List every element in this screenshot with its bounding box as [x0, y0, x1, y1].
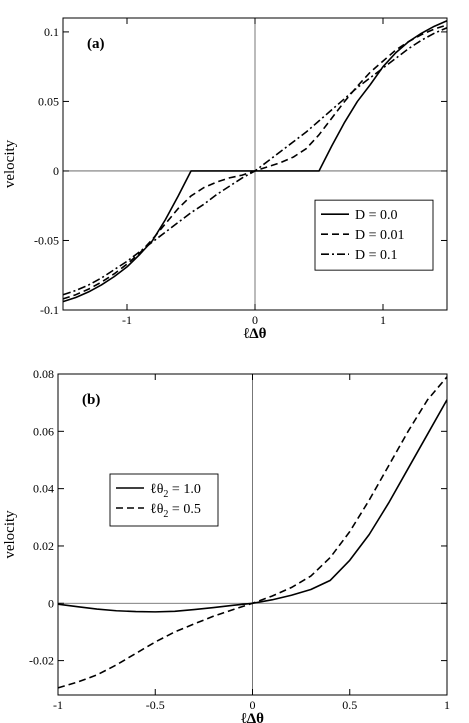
- panel-a-y-tick-label: -0.1: [40, 303, 59, 317]
- panel-b-y-tick-label: 0.06: [33, 424, 54, 438]
- panel-a-plot-area: [62, 18, 448, 310]
- panel-b-x-tick-label: 0.5: [342, 698, 357, 712]
- panel-b: -1 -0.5 0 0.5 1 -0.02 0 0.02 0.04 0.06 0.08 (b) ℓΔ…: [2, 367, 450, 723]
- panel-b-y-tick-label: -0.02: [29, 654, 54, 668]
- panel-a-x-tick-label: -1: [122, 313, 132, 327]
- panel-a-legend-label-d-0-01: D = 0.01: [355, 228, 405, 243]
- panel-b-y-tick-label: 0: [48, 596, 54, 610]
- panel-a-series-d-0-1-line: [62, 26, 448, 296]
- panel-b-legend-label-1-0: ℓθ2 = 1.0: [150, 482, 201, 500]
- panel-b-x-axis-title: ℓΔθ: [241, 711, 264, 723]
- panel-a-legend-box: [314, 199, 434, 271]
- panel-b-y-tick-label: 0.02: [33, 539, 54, 553]
- panel-b-legend-box: [109, 473, 219, 527]
- panel-a-legend-label-d-0-1: D = 0.1: [355, 248, 398, 263]
- panel-a-legend-label-d-0-0: D = 0.0: [355, 208, 398, 223]
- panel-b-series-0-5-line: [57, 376, 448, 689]
- panel-b-legend-label-0-5: ℓθ2 = 0.5: [150, 502, 201, 520]
- panel-a-legend: D = 0.0 D = 0.01 D = 0.1: [314, 199, 434, 271]
- panel-b-x-tick-label: 1: [444, 698, 450, 712]
- panel-a-y-tick-label: 0: [53, 164, 59, 178]
- panel-a-x-tick-label: 0: [252, 313, 258, 327]
- panel-b-plot-area: [57, 374, 448, 695]
- panel-a-y-tick-label: 0.05: [38, 94, 59, 108]
- panel-b-y-tick-label: 0.04: [33, 482, 54, 496]
- panel-a-y-tick-label: -0.05: [34, 233, 59, 247]
- panel-a-x-tick-label: 1: [380, 313, 386, 327]
- panel-a-ticks: -1 0 1 -0.1 -0.05 0 0.05 0.1: [34, 18, 447, 327]
- panel-b-x-tick-label: -0.5: [146, 698, 165, 712]
- panel-b-x-tick-label: 0: [250, 698, 256, 712]
- panel-b-y-tick-label: 0.08: [33, 367, 54, 381]
- panel-b-legend: ℓθ2 = 1.0 ℓθ2 = 0.5: [109, 473, 219, 527]
- panel-a-label: (a): [87, 36, 105, 52]
- panel-b-x-tick-label: -1: [53, 698, 63, 712]
- panel-a-y-tick-label: 0.1: [44, 25, 59, 39]
- panel-b-ticks: -1 -0.5 0 0.5 1 -0.02 0 0.02 0.04 0.06 0.08: [29, 367, 450, 712]
- panel-a-x-axis-title: ℓΔθ: [244, 326, 267, 342]
- panel-b-y-axis-title: velocity: [2, 510, 18, 559]
- panel-a: -1 0 1 -0.1 -0.05 0 0.05 0.1 (a) ℓΔθ velocity D…: [2, 17, 448, 342]
- panel-b-label: (b): [82, 392, 100, 408]
- panel-a-y-axis-title: velocity: [2, 139, 18, 188]
